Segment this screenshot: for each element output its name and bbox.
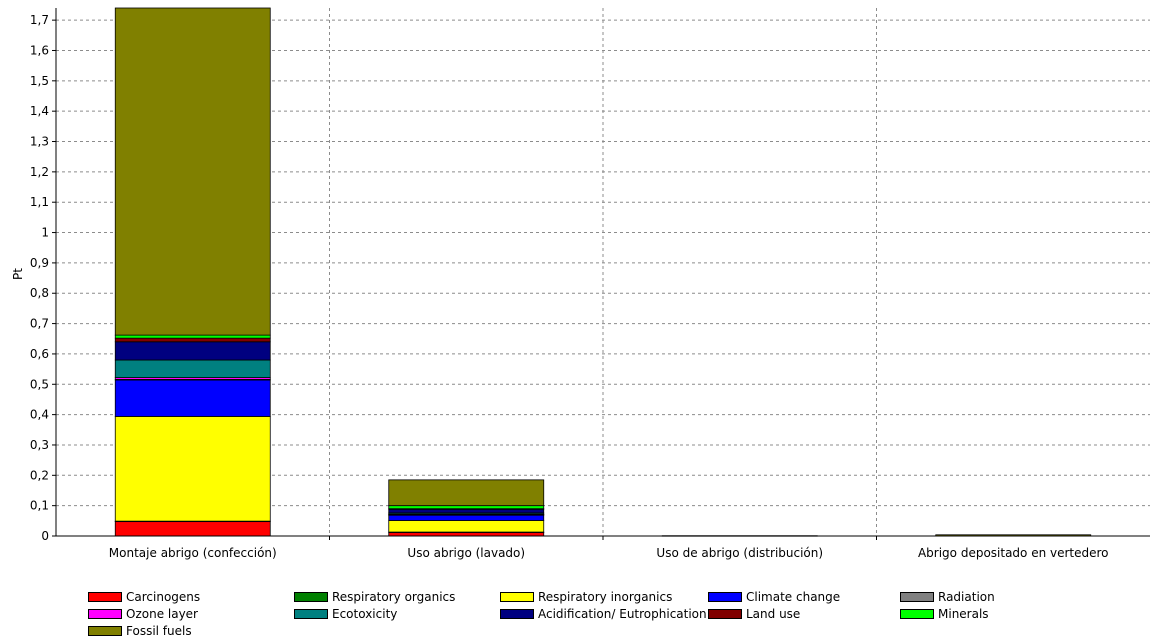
bar-segment <box>388 479 545 507</box>
y-tick-label: 0,5 <box>30 377 49 391</box>
bar-segment <box>114 7 271 336</box>
legend-swatch <box>708 592 742 602</box>
y-tick-label: 0,9 <box>30 256 49 270</box>
y-tick-label: 0,1 <box>30 499 49 513</box>
legend-item: Ecotoxicity <box>294 607 397 621</box>
legend-swatch <box>500 592 534 602</box>
legend-item: Acidification/ Eutrophication <box>500 607 707 621</box>
bar-segment <box>114 341 271 361</box>
y-tick-label: 1,6 <box>30 43 49 57</box>
legend-swatch <box>294 609 328 619</box>
y-axis-label: Pt <box>11 268 25 280</box>
x-tick-label: Abrigo depositado en vertedero <box>918 546 1109 560</box>
y-tick-label: 0 <box>41 529 49 543</box>
x-tick-label: Montaje abrigo (confección) <box>109 546 277 560</box>
y-tick-label: 0,8 <box>30 286 49 300</box>
y-tick-label: 0,7 <box>30 317 49 331</box>
x-tick-label: Uso de abrigo (distribución) <box>656 546 823 560</box>
legend-item: Radiation <box>900 590 995 604</box>
y-tick-labels: 0 0,1 0,2 0,3 0,4 0,5 0,6 0,7 0,8 0,9 1 1,1 1,2 1,3 1,… <box>30 13 56 543</box>
legend-label: Carcinogens <box>126 590 201 604</box>
legend-swatch <box>900 609 934 619</box>
y-tick-label: 1 <box>41 226 49 240</box>
y-tick-label: 1,7 <box>30 13 49 27</box>
legend-label: Land use <box>746 607 801 621</box>
bar-segment <box>388 514 545 521</box>
legend-item: Carcinogens <box>88 590 200 604</box>
stacked-bar-chart: 0 0,1 0,2 0,3 0,4 0,5 0,6 0,7 0,8 0,9 1 1,1 1,2 1,3 1,… <box>11 7 1150 560</box>
y-tick-label: 1,2 <box>30 165 49 179</box>
y-tick-label: 0,2 <box>30 468 49 482</box>
legend-label: Acidification/ Eutrophication <box>538 607 707 621</box>
legend-item: Fossil fuels <box>88 624 192 638</box>
legend-swatch <box>88 626 122 636</box>
legend-item: Minerals <box>900 607 989 621</box>
legend-item: Respiratory organics <box>294 590 455 604</box>
x-tick-label: Uso abrigo (lavado) <box>407 546 525 560</box>
legend-swatch <box>708 609 742 619</box>
y-tick-label: 1,4 <box>30 104 49 118</box>
legend-label: Ecotoxicity <box>332 607 398 621</box>
legend-item: Ozone layer <box>88 607 198 621</box>
axes <box>52 8 1150 540</box>
y-tick-label: 1,5 <box>30 74 49 88</box>
legend-swatch <box>900 592 934 602</box>
legend-swatch <box>500 609 534 619</box>
legend-label: Respiratory inorganics <box>538 590 673 604</box>
y-tick-label: 0,3 <box>30 438 49 452</box>
y-tick-label: 0,6 <box>30 347 49 361</box>
bar-segment <box>388 505 545 510</box>
bar-segment <box>114 337 271 343</box>
legend-swatch <box>294 592 328 602</box>
legend-label: Ozone layer <box>126 607 198 621</box>
legend-label: Climate change <box>746 590 841 604</box>
legend: Carcinogens Respiratory organics Respirato… <box>88 590 1148 642</box>
bar-segment <box>114 359 271 379</box>
legend-label: Radiation <box>938 590 995 604</box>
bar-segment <box>114 416 271 522</box>
bar-segment <box>114 379 271 417</box>
bar-segment <box>388 520 545 533</box>
bar-segment <box>114 334 271 339</box>
legend-label: Respiratory organics <box>332 590 456 604</box>
y-tick-label: 0,4 <box>30 408 49 422</box>
legend-item: Respiratory inorganics <box>500 590 672 604</box>
y-tick-label: 1,1 <box>30 195 49 209</box>
bar-segment <box>114 521 271 537</box>
bars <box>114 7 1092 537</box>
y-tick-label: 1,3 <box>30 135 49 149</box>
legend-swatch <box>88 609 122 619</box>
bar-segment <box>388 508 545 514</box>
legend-item: Land use <box>708 607 800 621</box>
legend-swatch <box>88 592 122 602</box>
legend-item: Climate change <box>708 590 840 604</box>
legend-label: Fossil fuels <box>126 624 192 638</box>
x-tick-labels: Montaje abrigo (confección) Uso abrigo (l… <box>109 546 1109 560</box>
legend-label: Minerals <box>938 607 989 621</box>
